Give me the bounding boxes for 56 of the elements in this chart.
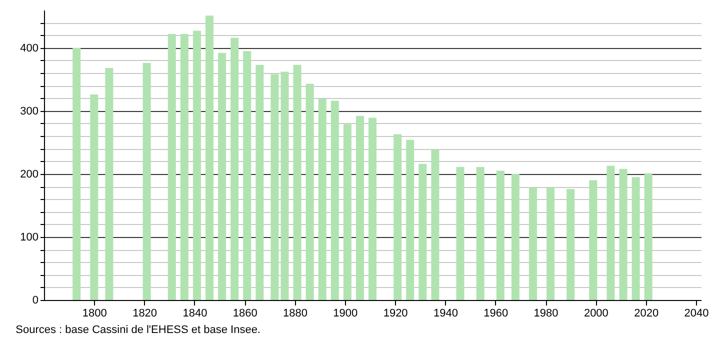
bar: [72, 48, 81, 300]
bar: [142, 62, 151, 300]
y-tick-label: 100: [20, 231, 38, 244]
y-tick-label: 400: [20, 42, 38, 54]
bar: [168, 34, 176, 300]
bar: [270, 74, 279, 300]
bar: [343, 124, 352, 300]
bar: [318, 98, 326, 300]
bar: [619, 168, 628, 300]
x-tick-label: 1840: [182, 308, 208, 320]
bar: [90, 94, 98, 300]
bar: [306, 84, 314, 300]
x-tick-label: 1860: [232, 308, 258, 320]
bar: [589, 180, 598, 300]
x-tick-label: 1960: [484, 308, 508, 320]
bar: [511, 174, 520, 300]
bar: [105, 68, 114, 300]
x-tick-label: 2020: [634, 308, 659, 320]
bar: [476, 166, 484, 300]
x-tick-label: 1880: [283, 308, 308, 320]
bar: [218, 52, 226, 300]
bar: [243, 50, 252, 300]
x-tick-label: 1940: [433, 308, 458, 320]
y-tick-label: 200: [20, 168, 38, 180]
bar: [456, 166, 464, 300]
bar: [632, 177, 640, 300]
bar: [368, 118, 376, 300]
bar: [546, 188, 555, 300]
bar: [180, 34, 188, 300]
x-tick-label: 1980: [534, 308, 558, 320]
x-tick-label: 1820: [132, 308, 158, 320]
bar: [418, 164, 427, 300]
x-tick-label: 1920: [383, 308, 408, 320]
bar: [528, 188, 537, 300]
bar: [230, 38, 239, 300]
y-tick-label: 0: [32, 294, 38, 306]
bar: [356, 116, 364, 300]
bar: [280, 72, 289, 300]
source-note: Sources : base Cassini de l'EHESS et base Insee.: [16, 324, 260, 336]
bar: [644, 173, 652, 300]
y-tick-label: 300: [20, 105, 38, 118]
bar: [566, 189, 575, 300]
bar: [330, 100, 339, 300]
bar: [496, 170, 504, 300]
bar: [192, 30, 201, 300]
x-tick-label: 2040: [684, 308, 709, 320]
bar: [206, 16, 214, 300]
bar: [256, 64, 264, 300]
bar: [431, 149, 440, 300]
bar: [394, 134, 402, 300]
bar: [406, 140, 414, 300]
x-tick-label: 2000: [584, 308, 608, 320]
bar: [606, 166, 615, 300]
x-tick-label: 1800: [82, 308, 107, 320]
bar: [293, 64, 302, 300]
x-tick-label: 1900: [333, 308, 358, 320]
